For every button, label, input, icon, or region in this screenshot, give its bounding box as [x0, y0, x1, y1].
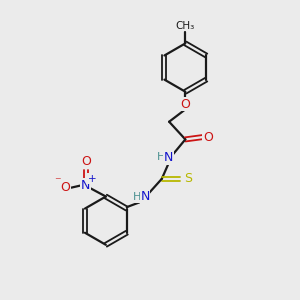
Text: H: H [157, 152, 165, 162]
Text: H: H [133, 192, 142, 202]
Text: CH₃: CH₃ [176, 21, 195, 31]
Text: O: O [81, 155, 91, 168]
Text: O: O [203, 130, 213, 143]
Text: S: S [184, 172, 192, 185]
Text: O: O [60, 181, 70, 194]
Text: N: N [164, 151, 173, 164]
Text: O: O [180, 98, 190, 111]
Text: ⁻: ⁻ [54, 175, 61, 188]
Text: +: + [88, 174, 97, 184]
Text: N: N [140, 190, 150, 203]
Text: N: N [81, 179, 91, 192]
